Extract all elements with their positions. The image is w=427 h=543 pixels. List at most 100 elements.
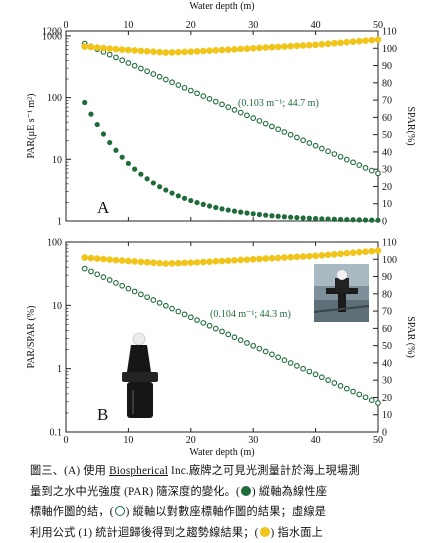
caption-brand: Biospherical: [109, 465, 168, 477]
panel-b-x-axis-title: Water depth (m): [189, 447, 254, 458]
par-log-point: [207, 97, 212, 102]
par-log-point: [301, 138, 306, 143]
par-log-point: [251, 344, 256, 349]
spar-point: [250, 45, 257, 52]
par-log-point: [220, 329, 225, 334]
spar-point: [106, 45, 113, 52]
x-tick-label: 20: [186, 435, 196, 446]
caption-line-2: 量到之水中光強度 (PAR) 隨深度的變化。() 縱軸為線性座: [30, 482, 422, 503]
par-linear-point: [332, 217, 337, 222]
spar-point: [150, 48, 157, 55]
right-tick-label: 40: [382, 358, 392, 369]
spar-point: [206, 47, 213, 54]
right-tick-label: 20: [382, 182, 392, 193]
right-tick-label: 100: [382, 44, 397, 55]
spar-point: [94, 255, 101, 262]
caption-text: ) 縱軸為線性座: [252, 486, 327, 498]
spar-point: [206, 258, 213, 265]
par-log-point: [176, 309, 181, 314]
par-log-point: [263, 121, 268, 126]
right-tick-label: 50: [382, 130, 392, 141]
spar-point: [225, 46, 232, 53]
right-tick-label: 80: [382, 289, 392, 300]
panel-b-right-axis-title: SPAR (%): [405, 316, 416, 358]
panel-a-data-points: [81, 36, 381, 222]
par-log-point: [369, 398, 374, 403]
par-log-point: [332, 152, 337, 157]
spar-point: [144, 48, 151, 55]
par-linear-point: [88, 112, 93, 117]
par-linear-point: [182, 196, 187, 201]
par-log-point: [376, 401, 381, 406]
par-linear-point: [350, 217, 355, 222]
par-linear-point: [269, 213, 274, 218]
spar-point: [244, 256, 251, 263]
spar-point: [250, 256, 257, 263]
par-log-point: [213, 326, 218, 331]
caption-text: 標軸作圖的結，(: [30, 506, 114, 518]
filled-green-dot-icon: [241, 486, 251, 496]
par-log-point: [332, 381, 337, 386]
open-green-circle-icon: [115, 506, 125, 516]
right-tick-label: 90: [382, 272, 392, 283]
par-linear-point: [238, 210, 243, 215]
spar-point: [237, 257, 244, 264]
spar-point: [294, 43, 301, 50]
par-log-point: [363, 395, 368, 400]
spar-point: [113, 257, 120, 264]
par-log-point: [95, 272, 100, 277]
spar-point: [306, 253, 313, 260]
spar-point: [194, 259, 201, 266]
par-log-point: [351, 389, 356, 394]
spar-point: [306, 42, 313, 49]
right-tick-label: 70: [382, 307, 392, 318]
spar-point: [200, 259, 207, 266]
spar-point: [181, 260, 188, 267]
par-log-point: [276, 127, 281, 132]
caption-line-4: 利用公式 (1) 統計迴歸後得到之趨勢線結果；() 指水面上: [30, 523, 422, 543]
par-log-point: [139, 66, 144, 71]
left-tick-label: 1200: [42, 27, 62, 38]
light-sensor-probe-photo: [113, 330, 167, 422]
spar-point: [262, 44, 269, 51]
caption-text: ) 縱軸以對數座標軸作圖的結果；虛線是: [126, 506, 327, 518]
par-log-point: [226, 332, 231, 337]
caption-text: 圖三、(A) 使用: [30, 465, 109, 477]
left-tick-label: 10: [52, 301, 62, 312]
par-log-point: [120, 283, 125, 288]
par-linear-point: [251, 211, 256, 216]
par-linear-point: [145, 176, 150, 181]
spar-point: [275, 44, 282, 51]
left-tick-label: 1: [57, 364, 62, 375]
par-log-point: [189, 88, 194, 93]
par-log-point: [213, 99, 218, 104]
spar-point: [131, 258, 138, 265]
spar-point: [312, 253, 319, 260]
spar-point: [212, 47, 219, 54]
par-log-point: [232, 108, 237, 113]
par-log-point: [357, 163, 362, 168]
par-log-point: [245, 341, 250, 346]
par-linear-point: [369, 218, 374, 223]
par-linear-point: [375, 218, 380, 223]
left-tick-label: 10: [52, 155, 62, 166]
spar-point: [331, 251, 338, 258]
right-tick-label: 30: [382, 376, 392, 387]
spar-point: [287, 43, 294, 50]
yellow-dot-icon: [260, 527, 270, 537]
spar-point: [194, 48, 201, 55]
spar-point: [88, 44, 95, 51]
panel-a-right-axis-title: SPAR(%): [405, 106, 416, 145]
par-log-point: [307, 369, 312, 374]
par-log-point: [238, 110, 243, 115]
spar-point: [362, 248, 369, 255]
spar-point: [269, 255, 276, 262]
caption-text: Inc.廠牌之可見光測量計於海上現場測: [168, 465, 360, 477]
par-log-point: [357, 392, 362, 397]
spar-point: [269, 44, 276, 51]
spar-point: [100, 45, 107, 52]
par-log-point: [288, 132, 293, 137]
